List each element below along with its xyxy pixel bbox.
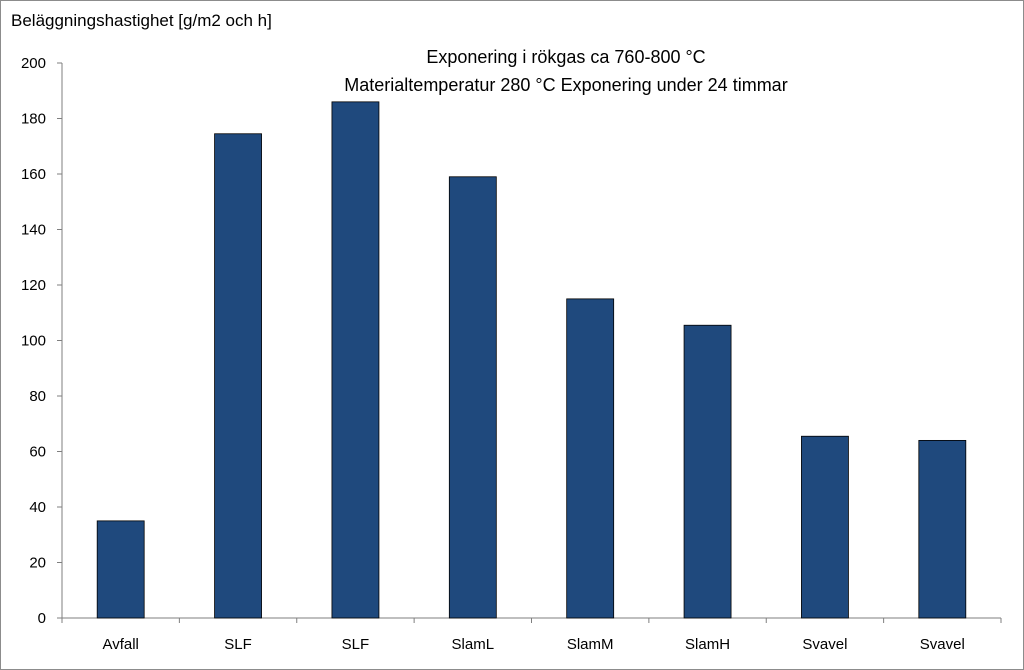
y-tick-label: 80 [29,388,46,405]
x-category-label: SlamL [452,636,495,653]
x-category-label: Svavel [920,636,965,653]
y-tick-label: 200 [21,55,46,72]
bar-2 [214,133,262,619]
y-tick-label: 160 [21,166,46,183]
bar-4 [448,176,497,619]
x-category-label: Avfall [102,636,138,653]
y-tick-label: 60 [29,444,46,461]
y-tick-label: 20 [29,555,46,572]
y-tick-label: 40 [29,499,46,516]
y-axis-label: Beläggningshastighet [g/m2 och h] [11,11,272,30]
x-category-label: SlamH [685,636,730,653]
x-category-label: SlamM [567,636,614,653]
bar-5 [566,298,615,619]
y-tick-label: 100 [21,333,46,350]
x-category-label: SLF [224,636,252,653]
bar-7 [801,435,849,619]
bar-3 [331,101,380,619]
bar-1 [96,520,145,619]
chart-marks: 0 20 40 60 80 100 120 140 160 180 200 Avfall SLF SLF S… [21,55,1002,653]
bar-6 [683,324,732,619]
x-category-label: Svavel [802,636,847,653]
x-category-label: SLF [342,636,370,653]
y-tick-label: 140 [21,222,46,239]
y-tick-label: 0 [38,610,46,627]
chart-title-line-2: Materialtemperatur 280 °C Exponering und… [344,75,787,95]
y-tick-label: 120 [21,277,46,294]
chart-title-line-1: Exponering i rökgas ca 760-800 °C [426,47,705,67]
bar-8 [918,439,967,619]
y-tick-label: 180 [21,111,46,128]
